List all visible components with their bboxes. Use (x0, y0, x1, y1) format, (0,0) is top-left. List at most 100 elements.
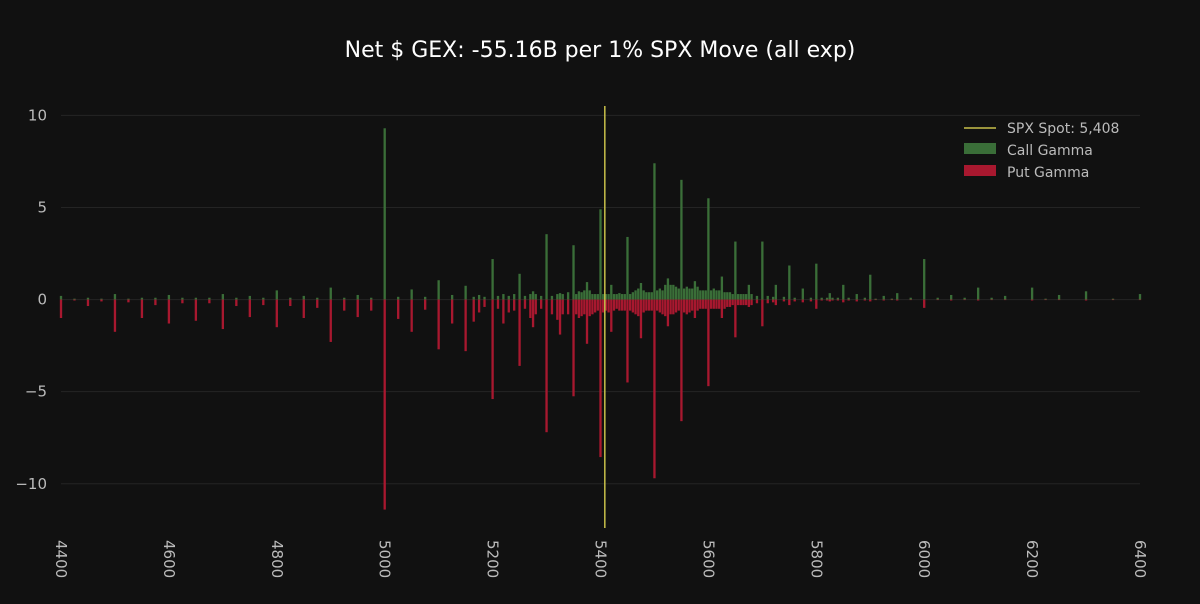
put-gamma-bar (248, 299, 251, 318)
put-gamma-bar (669, 299, 672, 315)
put-gamma-bar (634, 299, 637, 315)
chart-title: Net $ GEX: -55.16B per 1% SPX Move (all … (344, 38, 856, 63)
put-gamma-bar (831, 299, 834, 301)
call-gamma-bar (424, 296, 427, 300)
call-gamma-bar (661, 290, 664, 300)
put-gamma-bar (650, 299, 653, 311)
put-gamma-bar (424, 299, 427, 310)
call-gamma-bar (637, 288, 640, 300)
call-gamma-bar (720, 276, 724, 300)
call-gamma-bar (534, 294, 537, 300)
x-tick-label: 5000 (376, 540, 394, 578)
put-gamma-bar (990, 299, 993, 301)
put-gamma-bar (602, 299, 605, 313)
call-gamma-bar (909, 297, 912, 300)
call-gamma-bar (343, 297, 346, 300)
call-gamma-bar (976, 287, 980, 300)
call-gamma-bar (650, 292, 653, 300)
put-gamma-bar (127, 299, 130, 303)
put-gamma-bar (874, 299, 877, 301)
call-gamma-bar (755, 295, 759, 300)
call-gamma-bar (658, 288, 662, 300)
call-gamma-bar (842, 284, 845, 300)
put-gamma-bar (316, 299, 319, 308)
put-gamma-bar (680, 299, 683, 422)
x-tick-label: 4800 (268, 540, 286, 578)
call-gamma-bar (655, 290, 659, 300)
y-tick-label: 10 (28, 106, 47, 124)
call-gamma-bar (585, 282, 589, 300)
call-gamma-bar (383, 128, 386, 300)
call-gamma-bar (235, 297, 238, 300)
y-tick-label: 5 (37, 198, 47, 216)
call-gamma-bar (831, 297, 834, 300)
call-gamma-bar (370, 297, 373, 300)
call-gamma-bar (556, 294, 559, 300)
put-gamma-bar (755, 299, 759, 304)
call-gamma-bar (825, 297, 829, 300)
put-gamma-bar (745, 299, 748, 306)
legend: SPX Spot: 5,408 Call Gamma Put Gamma (964, 121, 1119, 181)
put-gamma-bar (612, 299, 616, 311)
call-gamma-bar (726, 292, 729, 300)
put-gamma-bar (726, 299, 729, 307)
call-gamma-bar (950, 294, 953, 300)
put-gamma-bar (820, 299, 823, 301)
call-gamma-bar (699, 290, 702, 300)
call-gamma-bar (682, 288, 686, 300)
x-tick-label: 5200 (484, 540, 502, 578)
put-gamma-bar (575, 299, 578, 315)
call-gamma-bar (513, 294, 516, 300)
put-gamma-bar (655, 299, 659, 311)
put-gamma-bar (718, 299, 721, 309)
put-gamma-bar (86, 299, 90, 307)
put-gamma-bar (235, 299, 238, 307)
put-gamma-bar (734, 299, 737, 338)
put-gamma-bar (472, 299, 475, 322)
call-gamma-bar (86, 297, 90, 300)
call-gamma-bar (127, 298, 130, 300)
put-gamma-bar (825, 299, 829, 301)
axes: 10 5 0 −5 −10 4400 4600 4800 5000 5200 5400 5600 580… (15, 106, 1149, 578)
call-gamma-bar (809, 297, 813, 300)
call-gamma-bar (588, 290, 591, 300)
call-gamma-bar (664, 284, 667, 300)
call-gamma-bar (602, 294, 605, 300)
call-gamma-bar (691, 288, 694, 300)
call-gamma-bar (1138, 294, 1142, 300)
put-gamma-bar (1111, 299, 1115, 301)
put-gamma-bar (685, 299, 688, 315)
put-gamma-bar (558, 299, 562, 335)
put-gamma-bar (666, 299, 670, 327)
call-gamma-bar (477, 294, 481, 300)
put-gamma-bar (464, 299, 467, 352)
x-tick-label: 6000 (915, 540, 933, 578)
call-gamma-bar (963, 297, 966, 300)
call-gamma-bar (289, 297, 292, 300)
put-gamma-bar (450, 299, 454, 324)
put-gamma-bar (639, 299, 643, 339)
call-gamma-bar (923, 259, 926, 300)
put-gamma-bar (653, 299, 656, 479)
put-gamma-bar (275, 299, 278, 328)
call-gamma-bar (669, 284, 672, 300)
call-gamma-bar (836, 297, 840, 300)
put-gamma-bar (577, 299, 581, 318)
put-gamma-bar (1057, 299, 1061, 301)
call-gamma-bar (539, 295, 543, 300)
x-tick-label: 4600 (160, 540, 178, 578)
put-gamma-bar (677, 299, 680, 311)
call-gamma-bar (221, 294, 225, 300)
put-gamma-bar (771, 299, 775, 303)
put-gamma-bar (383, 299, 386, 510)
call-gamma-bar (208, 297, 211, 300)
put-gamma-bar (869, 299, 872, 302)
put-gamma-bar (496, 299, 500, 309)
put-gamma-bar (863, 299, 867, 301)
put-gamma-bar (302, 299, 305, 318)
call-gamma-bar (718, 290, 721, 300)
call-gamma-bar (820, 297, 823, 300)
put-gamma-bar (221, 299, 225, 330)
put-gamma-bar (750, 299, 753, 306)
